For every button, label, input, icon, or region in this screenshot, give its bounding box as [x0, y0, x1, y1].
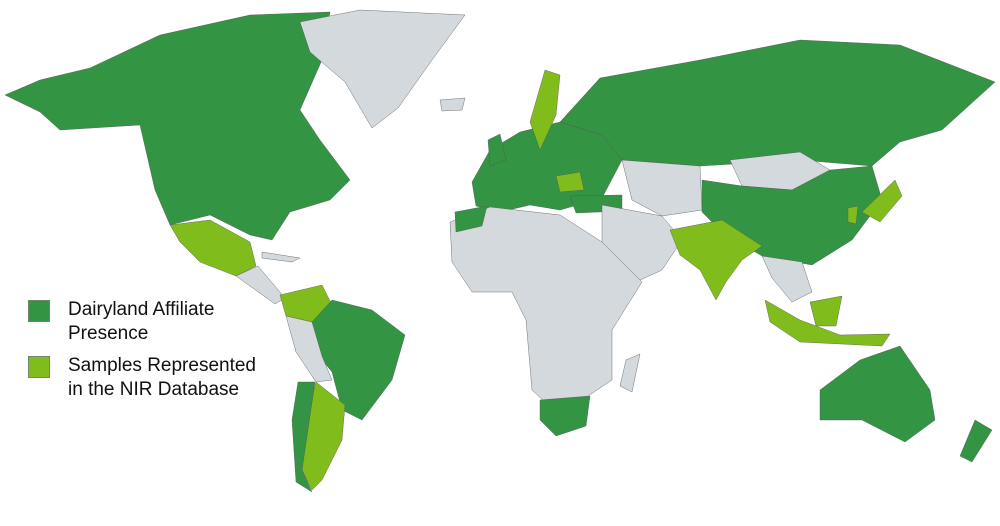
region-chile: [291, 381, 316, 493]
region-sweden: [529, 69, 561, 151]
region-mexico: [169, 219, 257, 277]
region-new-zealand: [959, 419, 993, 463]
region-japan: [847, 179, 903, 225]
region-south-africa: [539, 395, 591, 437]
region-united-kingdom: [487, 133, 507, 167]
region-greenland: [299, 9, 466, 129]
region-central-asia: [621, 159, 703, 217]
region-canada-usa-alaska: [4, 11, 351, 241]
legend-label-affiliate: Dairyland Affiliate Presence: [68, 299, 215, 344]
region-indonesia: [764, 299, 891, 347]
region-madagascar: [619, 353, 641, 393]
region-borneo: [809, 295, 843, 327]
legend: Dairyland Affiliate Presence Samples Rep…: [28, 298, 268, 410]
region-romania: [555, 171, 585, 193]
legend-swatch-samples: [28, 356, 50, 378]
region-morocco: [454, 205, 488, 233]
region-iceland: [439, 97, 466, 112]
region-australia: [819, 345, 936, 443]
region-peru-bolivia: [285, 315, 333, 383]
legend-item-affiliate: Dairyland Affiliate Presence: [28, 298, 268, 346]
legend-label-samples: Samples Represented in the NIR Database: [68, 355, 256, 400]
region-southeast-asia: [761, 255, 813, 303]
region-india-pakistan: [669, 219, 763, 301]
legend-swatch-affiliate: [28, 300, 50, 322]
legend-item-samples: Samples Represented in the NIR Database: [28, 354, 268, 402]
region-russia: [559, 39, 996, 167]
